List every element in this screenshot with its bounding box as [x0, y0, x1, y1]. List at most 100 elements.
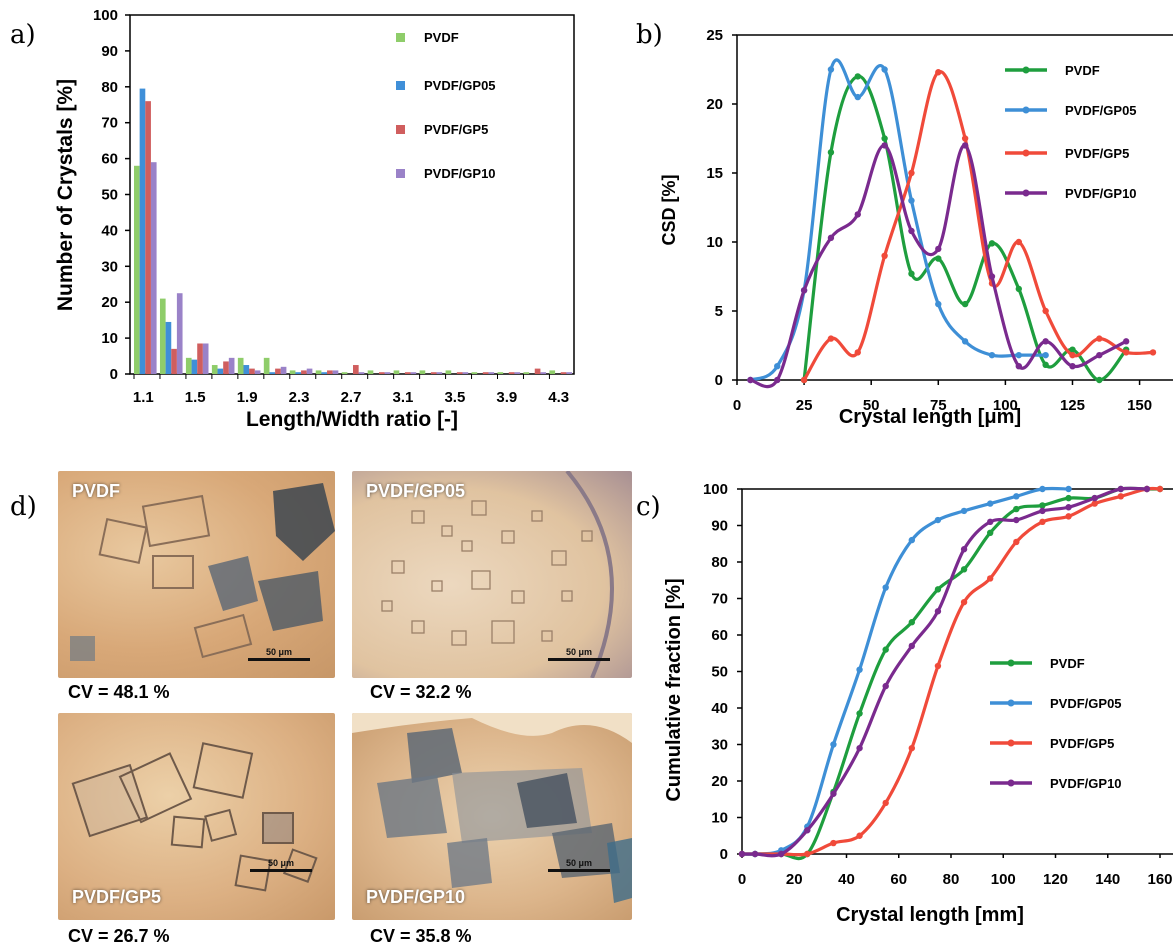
data-point [1015, 238, 1023, 246]
bar [249, 368, 255, 374]
data-point [935, 69, 942, 76]
cv-value: CV = 35.8 % [370, 926, 472, 946]
micrograph-pvdf-gp10: PVDF/GP10 50 μm [352, 713, 632, 920]
legend-label: PVDF [424, 30, 459, 45]
data-point [882, 646, 889, 653]
bar [289, 370, 296, 374]
micrograph-pvdf-gp05: PVDF/GP05 50 μm [352, 471, 632, 678]
y-tick-label: 30 [101, 258, 118, 275]
legend-marker [1022, 189, 1030, 197]
data-point [747, 376, 754, 384]
data-point [774, 376, 781, 384]
micrograph-label: PVDF/GP05 [366, 481, 466, 501]
data-point [908, 619, 916, 626]
data-point [882, 682, 889, 690]
chart-a-bar: 0 10 20 30 40 50 60 70 80 90 100 1.1 1.5 1.9 2.3 2.7 3.1… [54, 7, 575, 431]
data-point [988, 351, 996, 359]
bar [358, 372, 365, 374]
data-point [854, 93, 861, 101]
bar [540, 372, 547, 374]
bar [176, 293, 183, 374]
micrograph-label: PVDF/GP10 [366, 887, 466, 907]
data-point [830, 839, 837, 847]
bar [514, 372, 521, 374]
bar [243, 365, 250, 374]
data-point [1065, 504, 1072, 511]
data-point [1039, 518, 1046, 526]
y-axis-title: Number of Crystals [%] [54, 79, 77, 311]
crystals-image [381, 471, 614, 678]
y-tick-label: 0 [110, 366, 118, 383]
y-tick-label: 70 [711, 591, 728, 608]
y-tick-label: 40 [101, 222, 118, 239]
data-point [1149, 349, 1157, 356]
series-line [741, 486, 1161, 857]
data-point [986, 529, 994, 536]
bar [482, 372, 489, 374]
legend-marker [1007, 739, 1015, 747]
bar [456, 372, 463, 374]
plot-frame [741, 488, 1173, 855]
data-point [935, 245, 942, 253]
legend-label: PVDF [1065, 63, 1100, 78]
bar [534, 368, 541, 374]
data-point [777, 850, 785, 858]
bar [462, 372, 469, 374]
y-tick-label: 10 [706, 234, 723, 251]
legend-swatch [396, 169, 405, 178]
bar [171, 348, 177, 374]
series-line [802, 70, 1154, 381]
bar [378, 372, 385, 374]
bar [488, 372, 495, 374]
micrograph-label: PVDF [72, 481, 121, 501]
bar [508, 372, 515, 374]
legend-marker [1007, 779, 1015, 787]
x-tick-label: 2.7 [341, 389, 362, 406]
bar [497, 372, 504, 374]
data-point [804, 827, 811, 834]
bar [367, 370, 374, 374]
series-line [749, 143, 1127, 389]
bar [254, 370, 261, 374]
cv-value: CV = 32.2 % [370, 682, 472, 702]
bar [139, 88, 146, 374]
bar [430, 372, 437, 374]
bar [384, 372, 391, 374]
data-point [854, 73, 861, 80]
x-axis-title: Crystal length [mm] [836, 904, 1024, 926]
cv-value: CV = 26.7 % [68, 926, 170, 946]
x-tick-label: 120 [1043, 871, 1068, 888]
bar [566, 372, 573, 374]
y-tick-label: 50 [711, 664, 728, 681]
data-point [934, 516, 942, 524]
bar [436, 372, 443, 374]
x-tick-label: 75 [930, 397, 947, 414]
bar [223, 361, 229, 374]
data-point [1039, 507, 1046, 515]
data-point [882, 799, 889, 807]
bar [150, 162, 157, 374]
data-point [827, 335, 835, 342]
panel-letter-b: b) [636, 20, 663, 50]
x-tick-label: 0 [738, 871, 746, 888]
series-line [741, 486, 1147, 858]
bar [197, 343, 203, 374]
bar [191, 359, 198, 374]
data-point [908, 169, 915, 177]
data-point [1042, 361, 1049, 369]
data-point [1091, 494, 1098, 502]
data-point [961, 300, 969, 308]
y-tick-label: 20 [706, 96, 723, 113]
data-point [1122, 349, 1130, 356]
data-point [986, 518, 994, 526]
series-line [802, 74, 1128, 382]
micrograph-pvdf-gp5: PVDF/GP5 50 μm [58, 713, 335, 920]
data-point [854, 349, 861, 356]
data-point [830, 790, 837, 797]
scale-bar: 50 μm [548, 858, 610, 872]
legend-marker [1022, 106, 1030, 114]
y-tick-label: 30 [711, 737, 728, 754]
micrograph-pvdf: PVDF 50 μm [58, 471, 335, 678]
data-point [1069, 346, 1076, 353]
data-point [1065, 485, 1072, 493]
